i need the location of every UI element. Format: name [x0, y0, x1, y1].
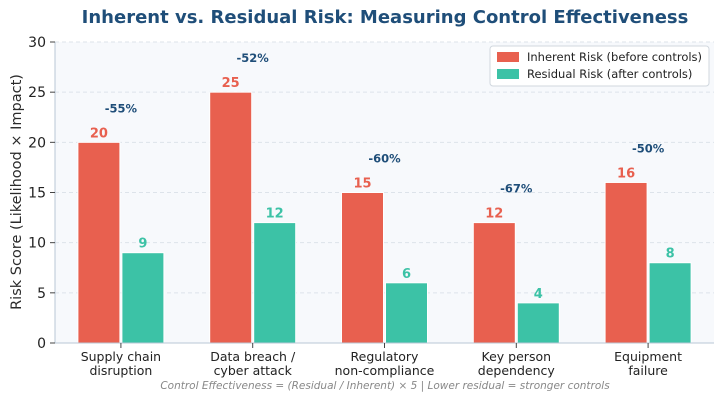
y-tick-label: 20	[28, 135, 46, 151]
gridlines	[55, 41, 714, 294]
value-label-residual: 4	[534, 287, 543, 302]
x-category-label: disruption	[89, 363, 152, 378]
chart-title: Inherent vs. Residual Risk: Measuring Co…	[82, 7, 689, 28]
reduction-label: -50%	[632, 141, 665, 155]
bar-inherent	[472, 222, 516, 344]
y-tick-label: 15	[28, 186, 46, 202]
legend-swatch-inherent	[497, 52, 519, 62]
y-tick-label: 30	[28, 35, 46, 51]
reduction-label: -60%	[368, 152, 401, 166]
value-label-inherent: 25	[222, 76, 240, 91]
reduction-label: -52%	[237, 51, 270, 65]
bar-residual	[516, 302, 560, 344]
x-category-label: failure	[628, 363, 668, 378]
bar-inherent	[209, 91, 253, 344]
bar-residual	[648, 262, 692, 344]
value-label-inherent: 20	[90, 126, 108, 141]
value-label-residual: 9	[138, 237, 147, 252]
y-tick-label: 0	[37, 336, 46, 352]
legend-swatch-residual	[497, 69, 519, 79]
y-tick-label: 10	[28, 236, 46, 252]
value-label-inherent: 15	[353, 177, 371, 192]
legend: Inherent Risk (before controls) Residual…	[489, 45, 710, 87]
x-category-label: Key person	[482, 349, 551, 364]
legend-label-inherent: Inherent Risk (before controls)	[527, 50, 702, 64]
reduction-label: -55%	[105, 101, 138, 115]
y-ticks: 0 5 10 15 20 25 30	[28, 35, 55, 352]
value-label-inherent: 12	[485, 207, 503, 222]
bar-residual	[385, 282, 428, 344]
bar-residual	[253, 222, 297, 344]
x-category-label: Equipment	[614, 349, 682, 364]
bar-inherent	[77, 141, 121, 344]
legend-label-residual: Residual Risk (after controls)	[527, 67, 692, 81]
value-label-residual: 8	[666, 247, 675, 262]
bar-inherent	[341, 192, 384, 344]
legend-box	[489, 45, 710, 87]
chart-caption: Control Effectiveness = (Residual / Inhe…	[160, 380, 610, 392]
bar-residual	[121, 252, 165, 344]
x-category-label: Data breach /	[210, 349, 296, 364]
value-label-residual: 12	[266, 207, 284, 222]
y-tick-label: 25	[28, 85, 46, 101]
x-category-label: non-compliance	[335, 363, 435, 378]
value-label-inherent: 16	[617, 166, 635, 181]
reduction-label: -67%	[500, 182, 533, 196]
y-axis-label: Risk Score (Likelihood × Impact)	[9, 74, 25, 310]
x-category-label: dependency	[478, 363, 556, 378]
x-category-label: Regulatory	[351, 349, 419, 364]
bar-inherent	[604, 181, 648, 344]
x-category-label: cyber attack	[214, 363, 293, 378]
value-label-residual: 6	[402, 267, 411, 282]
bars-group: 20 9 -55% 25 12 -52% 15 6 -60% 12 4 -67% 16 8 -50%	[77, 51, 692, 344]
y-tick-label: 5	[37, 286, 46, 302]
x-category-label: Supply chain	[81, 349, 161, 364]
